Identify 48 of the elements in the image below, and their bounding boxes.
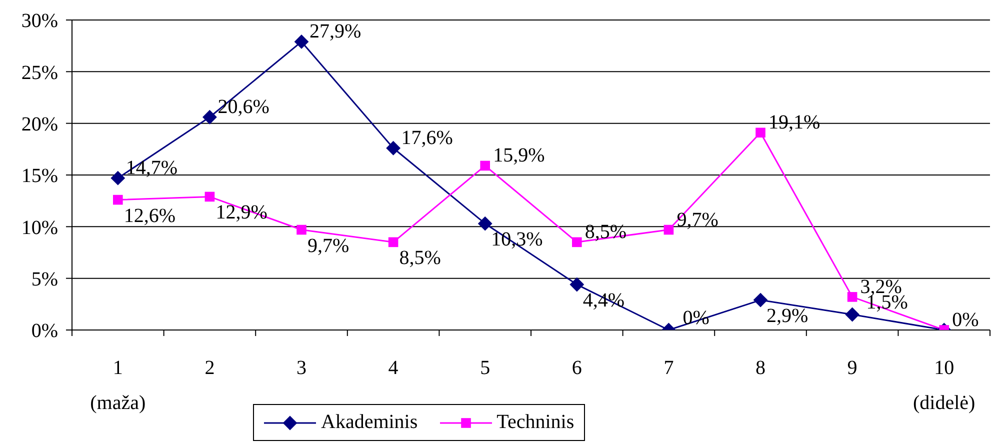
point bbox=[110, 171, 125, 186]
point bbox=[294, 34, 308, 49]
y-tick-label: 10% bbox=[21, 216, 58, 239]
y-tick-label: 5% bbox=[31, 268, 58, 290]
point bbox=[572, 237, 582, 248]
y-tick-label: 25% bbox=[21, 62, 58, 84]
point bbox=[388, 237, 398, 248]
point bbox=[204, 192, 215, 202]
y-tick-label: 0% bbox=[31, 320, 58, 342]
x-tick-label: 1 (maža) bbox=[90, 357, 146, 414]
data-label: 17,6% bbox=[401, 127, 453, 150]
data-label: 27,9% bbox=[310, 20, 362, 43]
data-label: 9,7% bbox=[676, 208, 718, 231]
point bbox=[845, 308, 860, 322]
x-tick-label: 3 bbox=[296, 357, 306, 379]
data-label: 8,5% bbox=[399, 247, 441, 270]
data-label: 9,7% bbox=[308, 234, 350, 257]
x-tick-label: 7 bbox=[664, 357, 674, 379]
x-tick-label: 8 bbox=[756, 357, 766, 379]
point bbox=[296, 224, 306, 235]
data-label: 20,6% bbox=[218, 96, 270, 118]
point bbox=[756, 128, 766, 138]
legend-label: Techninis bbox=[496, 411, 574, 434]
data-label: 15,9% bbox=[493, 144, 545, 167]
point bbox=[664, 224, 674, 235]
point bbox=[478, 216, 492, 231]
point bbox=[847, 292, 858, 302]
data-label: 12,6% bbox=[124, 204, 176, 227]
y-tick-label: 15% bbox=[21, 165, 58, 188]
x-tick-label: 5 bbox=[480, 357, 490, 379]
y-tick-label: 30% bbox=[21, 10, 58, 32]
data-label: 0% bbox=[952, 309, 979, 331]
point bbox=[202, 110, 217, 124]
point bbox=[754, 293, 768, 308]
data-label: 14,7% bbox=[126, 157, 178, 180]
x-tick-label: 10 (didelė) bbox=[913, 357, 976, 414]
data-label: 8,5% bbox=[584, 221, 627, 244]
point bbox=[113, 194, 123, 205]
data-label: 2,9% bbox=[766, 305, 808, 328]
y-tick-label: 20% bbox=[21, 113, 58, 136]
x-tick-label: 4 bbox=[388, 357, 398, 379]
point bbox=[570, 278, 584, 292]
x-tick-label: 9 bbox=[847, 357, 858, 379]
x-tick-label: 2 bbox=[204, 357, 215, 379]
point bbox=[386, 141, 400, 156]
point bbox=[480, 160, 490, 171]
x-tick-label: 6 bbox=[572, 357, 582, 379]
legend-label: Akademinis bbox=[321, 411, 418, 434]
